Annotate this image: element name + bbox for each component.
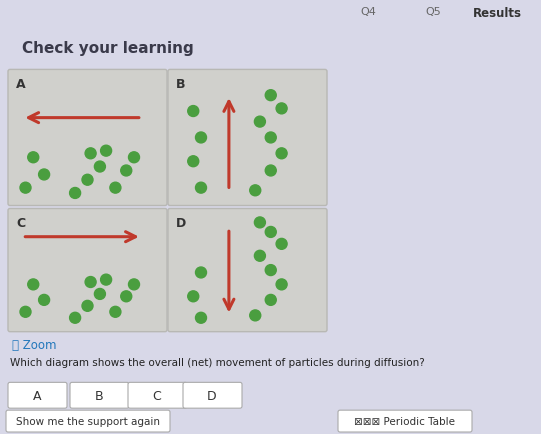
Circle shape [254, 217, 266, 228]
Circle shape [129, 279, 140, 290]
Circle shape [265, 227, 276, 238]
Text: Q4: Q4 [360, 7, 376, 16]
Circle shape [82, 301, 93, 312]
Circle shape [70, 188, 81, 199]
FancyBboxPatch shape [168, 70, 327, 206]
FancyBboxPatch shape [168, 209, 327, 332]
Circle shape [265, 133, 276, 144]
Text: Q5: Q5 [425, 7, 441, 16]
Circle shape [265, 166, 276, 177]
Text: C: C [153, 389, 161, 402]
Circle shape [254, 251, 266, 262]
Text: Results: Results [473, 7, 522, 20]
Circle shape [195, 312, 207, 323]
Circle shape [110, 183, 121, 194]
Circle shape [188, 156, 199, 168]
FancyBboxPatch shape [8, 209, 167, 332]
Circle shape [188, 291, 199, 302]
Text: C: C [16, 217, 25, 230]
FancyBboxPatch shape [183, 382, 242, 408]
Circle shape [276, 104, 287, 115]
Circle shape [82, 175, 93, 186]
Circle shape [20, 307, 31, 318]
Circle shape [276, 239, 287, 250]
Text: ⊠⊠⊠ Periodic Table: ⊠⊠⊠ Periodic Table [354, 416, 456, 426]
Circle shape [265, 91, 276, 102]
Text: Show me the support again: Show me the support again [16, 416, 160, 426]
FancyBboxPatch shape [128, 382, 187, 408]
Circle shape [94, 162, 105, 173]
Circle shape [70, 312, 81, 323]
FancyBboxPatch shape [338, 410, 472, 432]
Circle shape [250, 310, 261, 321]
Circle shape [20, 183, 31, 194]
Circle shape [195, 133, 207, 144]
Circle shape [276, 279, 287, 290]
Circle shape [85, 148, 96, 159]
Circle shape [121, 291, 132, 302]
Text: A: A [33, 389, 41, 402]
Text: D: D [176, 217, 186, 230]
Text: 🔍 Zoom: 🔍 Zoom [12, 338, 56, 351]
Circle shape [28, 152, 39, 163]
Circle shape [101, 275, 111, 286]
Circle shape [85, 277, 96, 288]
Circle shape [101, 146, 111, 157]
Circle shape [188, 106, 199, 117]
Text: A: A [16, 78, 25, 91]
Text: D: D [207, 389, 217, 402]
Circle shape [121, 166, 132, 177]
Text: Check your learning: Check your learning [22, 41, 193, 56]
Text: B: B [176, 78, 186, 91]
Circle shape [38, 295, 50, 306]
Circle shape [94, 289, 105, 300]
Circle shape [250, 185, 261, 196]
Circle shape [276, 148, 287, 159]
FancyBboxPatch shape [6, 410, 170, 432]
Circle shape [110, 307, 121, 318]
Text: B: B [95, 389, 103, 402]
Text: Which diagram shows the overall (net) movement of particles during diffusion?: Which diagram shows the overall (net) mo… [10, 357, 425, 367]
Circle shape [129, 152, 140, 163]
Circle shape [28, 279, 39, 290]
Circle shape [265, 265, 276, 276]
FancyBboxPatch shape [70, 382, 129, 408]
FancyBboxPatch shape [8, 382, 67, 408]
Circle shape [38, 170, 50, 181]
Circle shape [195, 183, 207, 194]
Circle shape [254, 117, 266, 128]
Circle shape [265, 295, 276, 306]
FancyBboxPatch shape [8, 70, 167, 206]
Circle shape [195, 267, 207, 278]
